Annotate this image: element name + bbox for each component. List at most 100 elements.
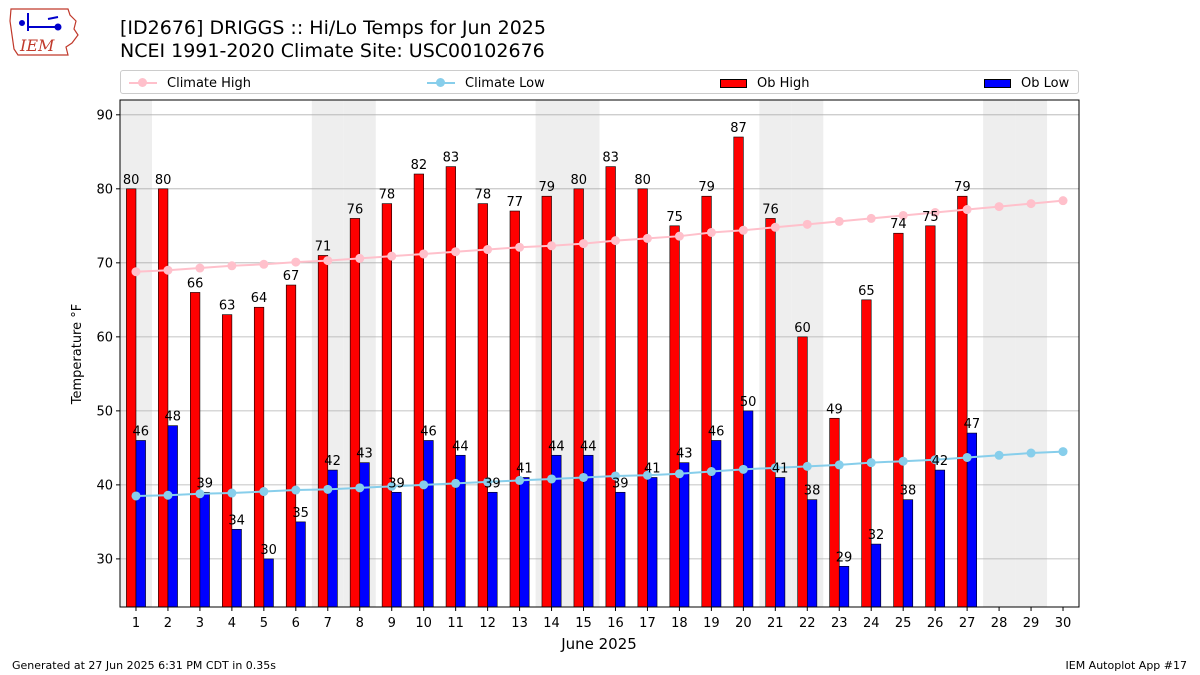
ob-high-bar (797, 336, 808, 608)
ob-low-value-label: 32 (868, 528, 885, 543)
ob-low-value-label: 34 (228, 513, 245, 528)
ob-high-value-label: 78 (475, 188, 492, 203)
ob-high-bar (957, 195, 968, 608)
y-tick-label: 40 (96, 478, 113, 493)
climate-high-point (227, 261, 237, 271)
plot-frame (119, 99, 1080, 608)
ob-low-bar (775, 477, 786, 608)
ob-low-value-label: 46 (133, 424, 150, 439)
ob-high-value-label: 79 (538, 180, 555, 195)
ob-high-value-label: 80 (634, 173, 651, 188)
climate-high-point (163, 265, 173, 275)
y-axis-label: Temperature °F (70, 304, 85, 405)
climate-low-point (898, 456, 908, 466)
ob-low-bar (870, 543, 882, 608)
ob-high-value-label: 66 (187, 276, 204, 291)
climate-low-point (131, 491, 141, 501)
climate-high-point (674, 231, 684, 241)
iowa-outline (9, 8, 79, 56)
climate-low-point (195, 489, 205, 499)
climate-high-point (355, 253, 365, 263)
ob-low-value-label: 42 (932, 454, 949, 469)
climate-high-point (323, 256, 333, 266)
x-tick-label: 11 (447, 616, 464, 631)
ob-low-value-label: 43 (356, 447, 373, 462)
ob-high-value-label: 80 (155, 173, 172, 188)
ob-high-value-label: 64 (251, 291, 268, 306)
ob-high-bar (190, 292, 201, 608)
ob-high-bar (349, 218, 361, 608)
y-tick-label: 90 (96, 108, 113, 123)
climate-low-point (802, 461, 812, 471)
ob-high-value-label: 71 (315, 239, 332, 254)
ob-high-bar (733, 136, 744, 608)
climate-high-point (866, 213, 876, 223)
ob-high-value-label: 67 (283, 269, 300, 284)
climate-low-point (610, 471, 620, 481)
x-tick-label: 29 (1023, 616, 1040, 631)
ob-low-bar (423, 440, 434, 608)
climate-high-point (131, 267, 141, 277)
ob-low-value-label: 30 (260, 543, 277, 558)
ob-high-value-label: 78 (379, 188, 396, 203)
ob-high-value-label: 74 (890, 217, 907, 232)
x-tick-label: 9 (388, 616, 396, 631)
x-tick-label: 21 (767, 616, 784, 631)
legend-label-climate-low: Climate Low (465, 75, 545, 91)
climate-low-point (483, 477, 493, 487)
climate-high-point (515, 242, 525, 252)
x-tick-label: 7 (324, 616, 332, 631)
ob-high-swatch (720, 78, 747, 88)
ob-high-bar (509, 210, 520, 608)
x-tick-label: 16 (607, 616, 624, 631)
x-tick-label: 10 (415, 616, 432, 631)
climate-high-point (962, 205, 972, 215)
ob-high-bar (829, 417, 840, 608)
ob-high-bar (413, 173, 424, 608)
ob-high-bar (861, 299, 872, 608)
legend: Climate High Climate Low Ob High Ob Low (120, 70, 1079, 94)
climate-high-point (579, 239, 589, 249)
ob-high-bar (765, 218, 776, 608)
x-tick-label: 18 (671, 616, 688, 631)
climate-high-line (135, 199, 1064, 273)
ob-high-value-label: 79 (698, 180, 715, 195)
ob-high-bar (605, 166, 616, 608)
ob-high-value-label: 80 (570, 173, 587, 188)
ob-high-bar (893, 232, 904, 608)
ob-high-bar (477, 203, 488, 608)
y-tick-label: 50 (96, 404, 113, 419)
climate-low-point (642, 470, 652, 480)
x-tick-label: 22 (799, 616, 816, 631)
y-tick-label: 60 (96, 330, 113, 345)
ob-high-value-label: 75 (922, 210, 939, 225)
x-tick-label: 1 (132, 616, 140, 631)
climate-low-point (163, 490, 173, 500)
ob-high-value-label: 83 (602, 151, 619, 166)
weather-station-icon (19, 13, 62, 31)
ob-low-value-label: 29 (836, 550, 853, 565)
ob-low-bar (934, 469, 946, 608)
ob-high-bar (221, 314, 233, 608)
ob-low-bar (519, 477, 530, 608)
climate-high-point (930, 208, 940, 218)
ob-high-value-label: 60 (794, 321, 811, 336)
ob-high-value-label: 76 (347, 202, 364, 217)
x-tick-label: 13 (511, 616, 528, 631)
climate-low-point (291, 485, 301, 495)
climate-high-point (1026, 199, 1036, 209)
ob-high-bar (925, 225, 936, 608)
ob-high-value-label: 80 (123, 173, 140, 188)
ob-low-value-label: 38 (900, 484, 917, 499)
ob-high-bar (317, 255, 329, 608)
climate-low-point (866, 458, 876, 468)
x-tick-label: 15 (575, 616, 592, 631)
ob-low-value-label: 47 (964, 417, 981, 432)
climate-low-point (962, 452, 972, 462)
climate-high-point (642, 233, 652, 243)
gridlines (120, 114, 1079, 560)
ob-high-value-label: 65 (858, 284, 875, 299)
ob-low-value-label: 39 (196, 476, 213, 491)
legend-label-ob-low: Ob Low (1021, 75, 1070, 91)
